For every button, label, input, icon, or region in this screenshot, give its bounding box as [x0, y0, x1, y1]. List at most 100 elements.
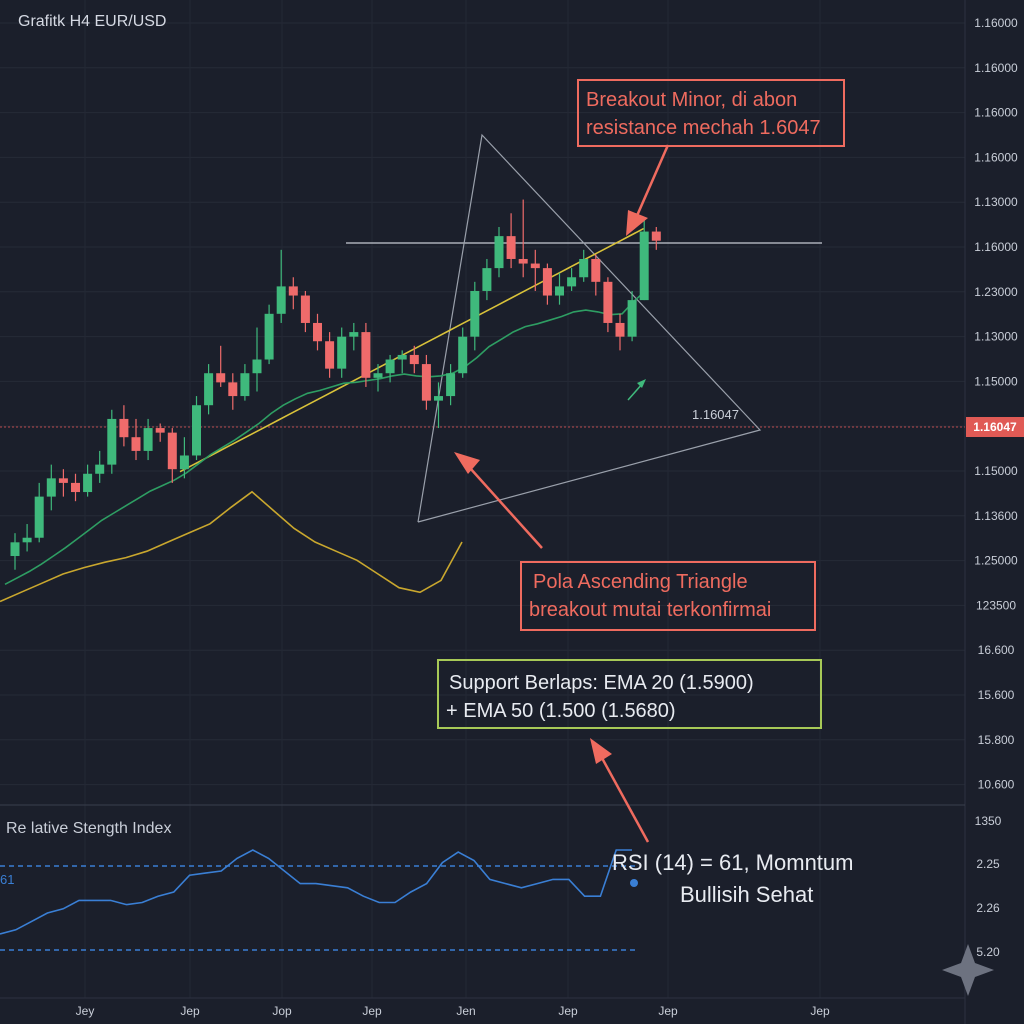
candle-body	[228, 382, 238, 397]
candle	[300, 290, 310, 333]
candle-body	[46, 478, 56, 497]
candle	[119, 405, 129, 447]
candle	[46, 464, 56, 511]
candle	[373, 364, 383, 392]
rsi-title: Re lative Stength Index	[6, 820, 171, 837]
support-callout-line1: Support Berlaps: EMA 20 (1.5900)	[449, 672, 754, 694]
candle-body	[591, 258, 601, 282]
time-axis-label: Jep	[658, 1004, 678, 1018]
candle-body	[58, 478, 68, 483]
candle	[143, 418, 153, 461]
rsi-callout-line1: RSI (14) = 61, Momntum	[612, 850, 853, 875]
chart-title: Grafitk H4 EUR/USD	[18, 13, 166, 30]
candle	[95, 450, 105, 483]
price-axis-label: 1.16000	[974, 150, 1018, 164]
time-axis: Jey Jep Jop Jep Jen Jep Jep Jep	[76, 1004, 830, 1018]
candle	[167, 428, 177, 483]
candle-body	[337, 336, 347, 369]
candle-body	[603, 281, 613, 323]
candle	[409, 345, 419, 374]
rsi-axis-label: 5.20	[976, 945, 1000, 959]
price-axis-label: 1.16000	[974, 16, 1018, 30]
time-axis-label: Jey	[76, 1004, 95, 1018]
breakout-callout-line1: Breakout Minor, di abon	[586, 89, 797, 111]
triangle-arrow-head	[454, 452, 480, 474]
candle	[470, 281, 480, 351]
rsi-level-value: 61	[0, 872, 14, 887]
candle-body	[10, 542, 20, 557]
candle	[530, 249, 540, 291]
candle-body	[71, 482, 80, 493]
candle	[264, 304, 274, 365]
candle	[518, 199, 528, 278]
candle	[22, 524, 32, 552]
price-axis-label: 1.13000	[974, 330, 1018, 344]
candle	[131, 418, 141, 461]
candle	[542, 263, 552, 305]
candle-body	[325, 341, 335, 369]
candle-body	[470, 290, 480, 337]
candle	[58, 469, 68, 497]
candle-body	[421, 364, 431, 401]
price-axis-label: 1.15000	[974, 464, 1018, 478]
price-axis-label: 16.600	[978, 643, 1015, 657]
price-axis-label: 1.16000	[974, 61, 1018, 75]
current-price-label: 1.16047	[973, 420, 1017, 434]
candle	[276, 249, 286, 323]
candle	[349, 322, 359, 351]
time-axis-label: Jep	[180, 1004, 200, 1018]
candle-body	[567, 277, 577, 287]
candle-body	[615, 322, 625, 337]
small-green-arrow-head	[637, 379, 646, 388]
triangle-arrow	[469, 467, 543, 549]
candle	[579, 249, 589, 282]
candle	[603, 277, 613, 333]
triangle-callout-box	[520, 561, 816, 631]
breakout-arrow	[634, 144, 670, 219]
candle-body	[288, 286, 298, 296]
candle	[288, 277, 298, 310]
candle-body	[192, 405, 201, 456]
candle-body	[530, 263, 540, 269]
candle	[397, 350, 407, 374]
price-axis-label: 1.15000	[974, 374, 1018, 388]
breakout-callout-line2: resistance mechah 1.6047	[586, 117, 821, 139]
current-price-tag	[966, 417, 1024, 437]
time-axis-label: Jen	[456, 1004, 475, 1018]
time-axis-label: Jop	[272, 1004, 292, 1018]
candle	[591, 254, 601, 296]
candle	[421, 354, 431, 410]
triangle-pattern	[417, 133, 762, 523]
candle-body	[446, 373, 456, 397]
sparkle-icon	[942, 944, 994, 996]
candle-body	[83, 473, 93, 493]
candle-body	[373, 373, 383, 378]
support-callout-line2: + EMA 50 (1.500 (1.5680)	[446, 700, 676, 722]
triangle-level-label: 1.16047	[692, 407, 739, 422]
price-axis-label: 1.13600	[974, 509, 1018, 523]
grid	[0, 22, 965, 786]
candle-body	[34, 496, 44, 538]
candle-body	[22, 537, 32, 543]
time-axis-label: Jep	[810, 1004, 830, 1018]
candle	[313, 313, 322, 351]
candle-body	[518, 258, 528, 264]
candle-body	[434, 396, 443, 401]
candle-body	[95, 464, 105, 474]
candle	[627, 290, 637, 342]
candle-body	[204, 373, 214, 406]
candle-body	[107, 418, 117, 465]
breakout-arrow-head	[626, 210, 648, 236]
candle-body	[482, 268, 492, 291]
candle	[494, 226, 504, 278]
candle-body	[361, 332, 371, 378]
candle	[506, 213, 516, 269]
candle-body	[300, 295, 310, 323]
candle	[240, 364, 250, 401]
support-callout-box	[437, 659, 822, 729]
triangle-callout-line1: Pola Ascending Triangle	[533, 571, 748, 593]
candle	[34, 482, 44, 543]
candle-body	[506, 236, 516, 259]
